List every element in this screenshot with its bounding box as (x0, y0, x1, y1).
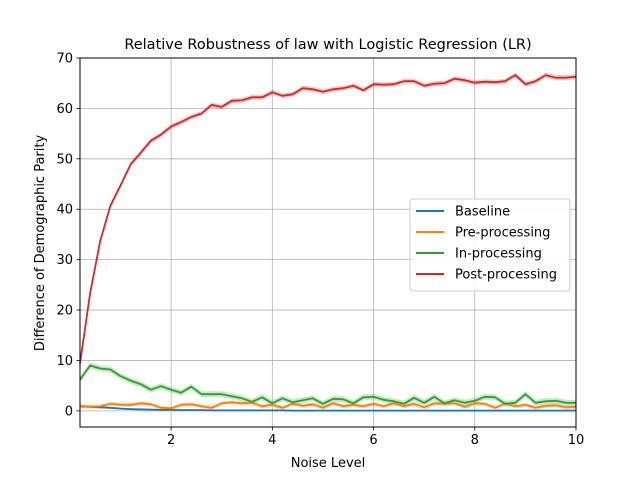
x-tick-label: 6 (369, 433, 377, 448)
axes-frame (79, 57, 577, 428)
y-tick-label: 70 (56, 52, 73, 67)
series-lines (79, 74, 577, 412)
x-tick-label: 2 (167, 433, 175, 448)
x-tick-label: 4 (268, 433, 276, 448)
legend-label: In-processing (455, 247, 542, 262)
series-line-in-processing (79, 364, 576, 405)
y-tick-label: 40 (56, 203, 73, 218)
band-in-processing (80, 362, 576, 407)
legend-box (409, 198, 571, 292)
y-tick-label: 30 (56, 253, 73, 268)
x-axis-label: Noise Level (291, 456, 366, 471)
y-tick-label: 50 (56, 152, 73, 167)
chart-title: Relative Robustness of law with Logistic… (124, 37, 531, 53)
legend-label: Pre-processing (455, 226, 550, 241)
y-tick-label: 0 (65, 404, 73, 419)
axis-ticks: 2 4 6 8 10 0 10 20 30 40 50 60 70 (56, 52, 584, 449)
x-tick-label: 10 (568, 433, 585, 448)
series-line-baseline (79, 405, 576, 412)
y-axis-label: Difference of Demographic Parity (33, 135, 48, 352)
y-tick-label: 20 (56, 304, 73, 319)
series-line-post-processing (79, 74, 577, 364)
y-tick-label: 60 (56, 102, 73, 117)
legend-label: Post-processing (455, 268, 557, 283)
x-tick-label: 8 (471, 433, 479, 448)
legend: Baseline Pre-processing In-processing Post-… (409, 198, 571, 292)
y-tick-label: 10 (56, 354, 73, 369)
legend-label: Baseline (455, 205, 510, 220)
series-line-pre-processing (79, 401, 577, 410)
